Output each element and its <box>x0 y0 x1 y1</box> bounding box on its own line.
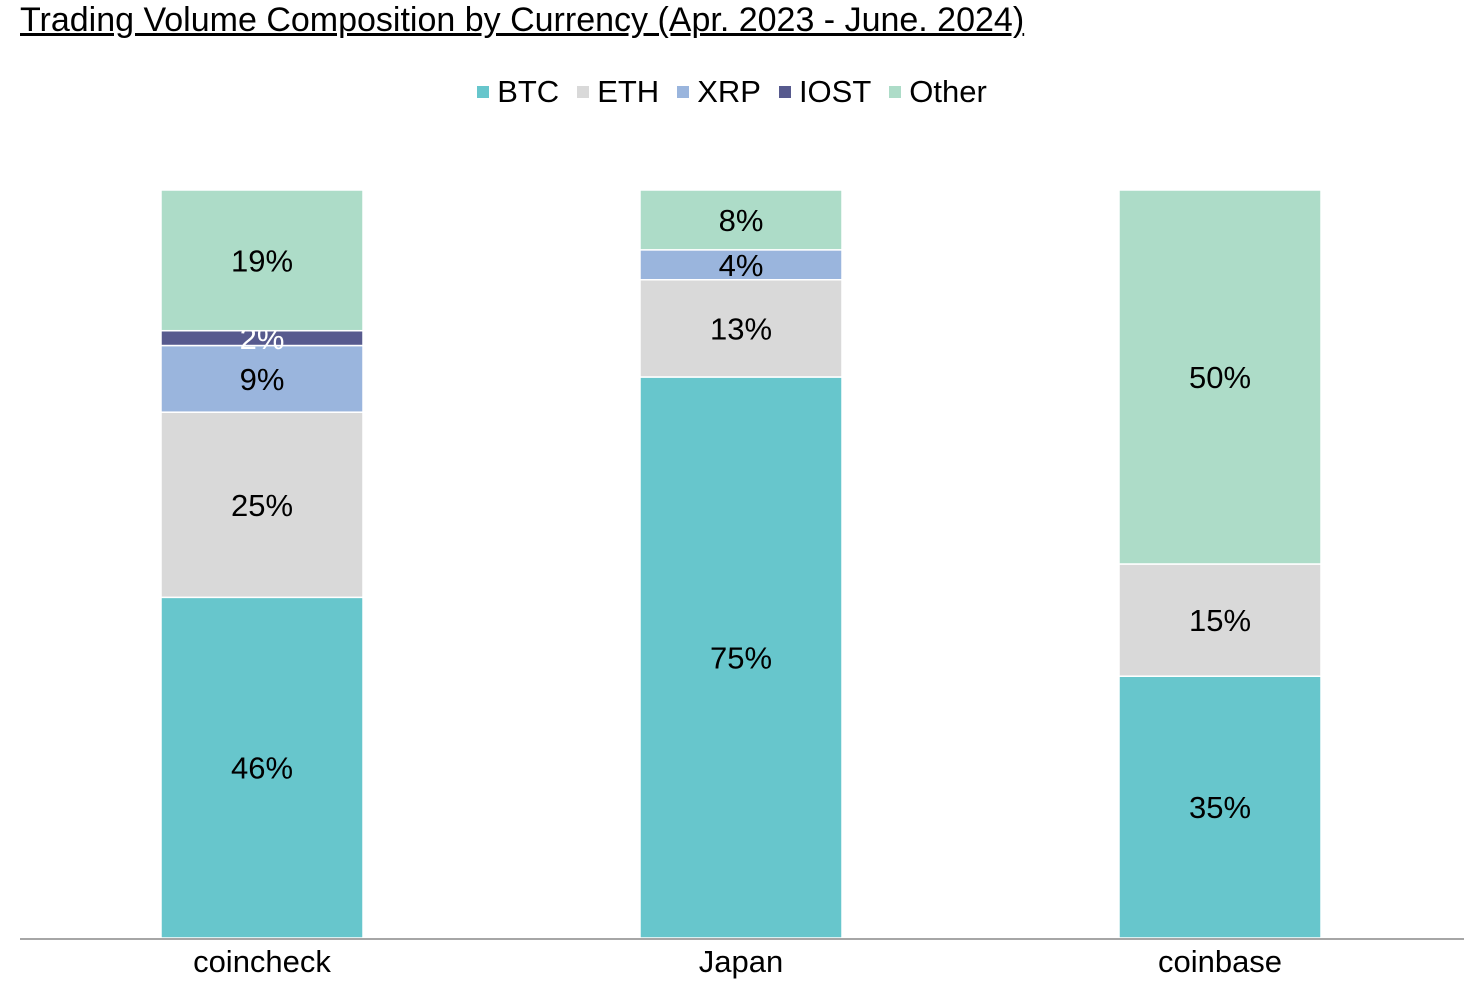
bar-segment-japan-other <box>639 189 843 251</box>
data-label: 25% <box>231 488 293 523</box>
legend-label: IOST <box>798 74 872 109</box>
data-label: 46% <box>231 751 293 786</box>
legend-swatch <box>889 86 902 98</box>
x-tick-label: coinbase <box>1158 944 1282 979</box>
legend: BTC ETH XRP IOST Other <box>0 72 1464 112</box>
legend-item-other: Other <box>889 74 987 110</box>
x-tick-label: coincheck <box>193 944 331 979</box>
bar-segment-coinbase-btc <box>1118 675 1322 939</box>
bar-segment-japan-btc <box>639 376 843 939</box>
legend-label: ETH <box>597 74 660 109</box>
legend-label: BTC <box>497 74 560 109</box>
legend-item-xrp: XRP <box>677 74 761 110</box>
data-label: 13% <box>710 311 772 346</box>
data-label: 8% <box>719 203 764 238</box>
legend-swatch <box>677 86 690 98</box>
legend-item-eth: ETH <box>577 74 659 110</box>
bar-segment-japan-xrp <box>639 249 843 281</box>
bar-segment-coincheck-eth <box>160 411 364 599</box>
bar-segment-coincheck-other <box>160 189 364 332</box>
data-label: 35% <box>1189 790 1251 825</box>
x-tick-label: Japan <box>699 944 783 979</box>
legend-label: Other <box>909 74 987 109</box>
bar-segment-japan-eth <box>639 279 843 378</box>
data-label: 75% <box>710 641 772 676</box>
bar-segment-coinbase-eth <box>1118 563 1322 677</box>
legend-item-btc: BTC <box>477 74 559 110</box>
data-label: 15% <box>1189 603 1251 638</box>
legend-swatch <box>577 86 590 98</box>
data-label: 4% <box>719 248 764 283</box>
bar-segment-coinbase-other <box>1118 189 1322 565</box>
legend-item-iost: IOST <box>778 74 872 110</box>
legend-swatch <box>477 86 490 98</box>
legend-swatch <box>778 86 791 98</box>
legend-label: XRP <box>697 74 761 109</box>
data-label: 50% <box>1189 360 1251 395</box>
data-label: 19% <box>231 243 293 278</box>
data-label: 9% <box>240 362 285 397</box>
chart-title: Trading Volume Composition by Currency (… <box>20 1 1025 39</box>
